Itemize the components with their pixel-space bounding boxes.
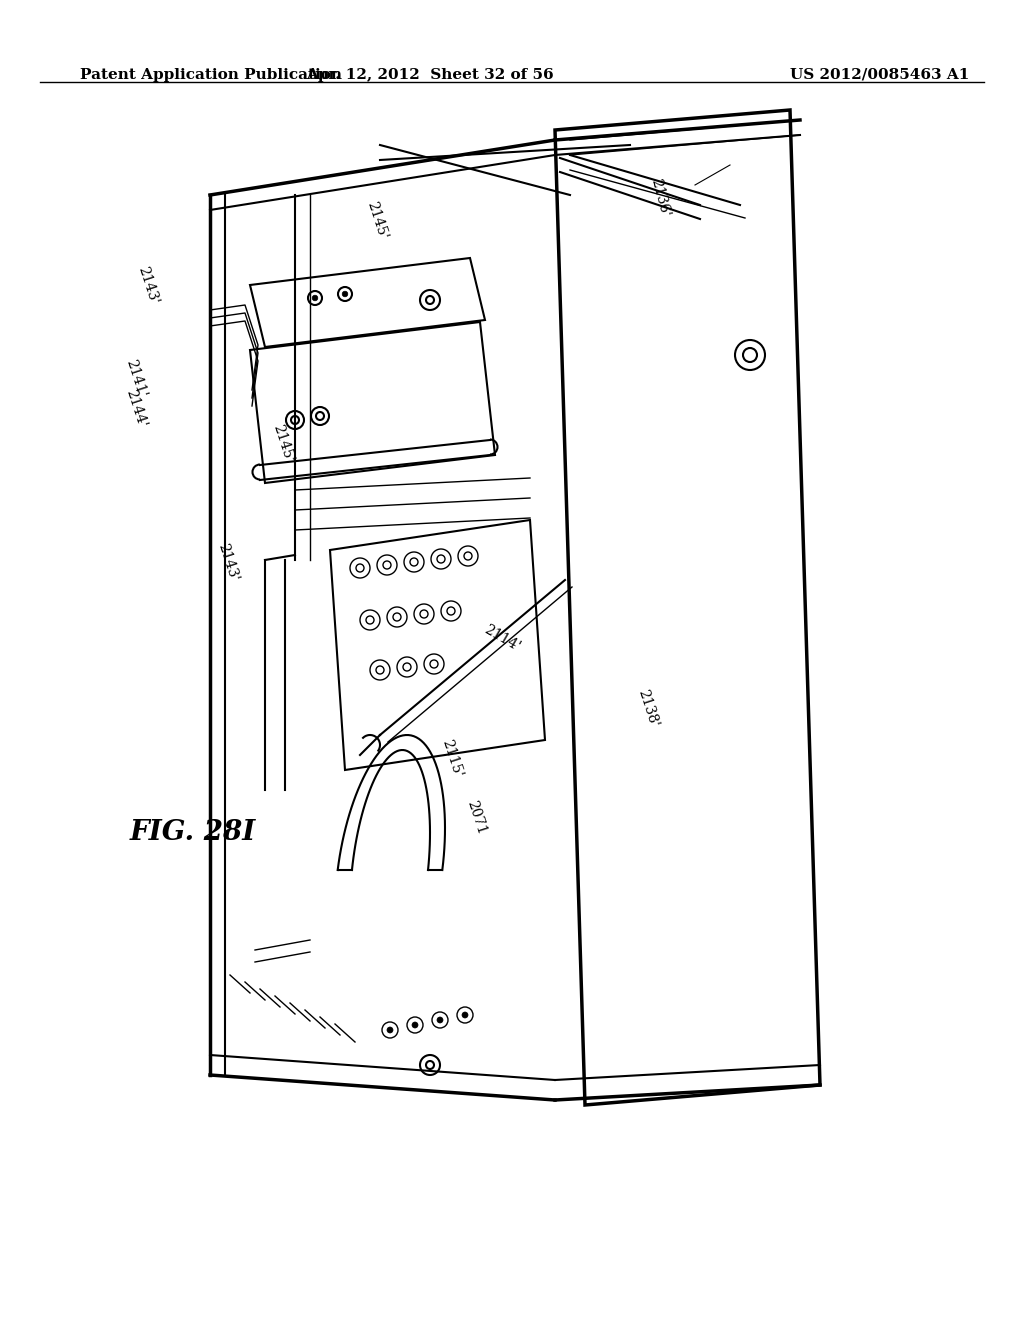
Text: 2071: 2071 (464, 799, 488, 837)
Text: 2115': 2115' (439, 738, 465, 779)
Text: US 2012/0085463 A1: US 2012/0085463 A1 (790, 69, 970, 82)
Text: 2145': 2145' (365, 199, 390, 240)
Circle shape (312, 296, 317, 301)
Text: Patent Application Publication: Patent Application Publication (80, 69, 342, 82)
Circle shape (342, 292, 348, 297)
Text: 2136': 2136' (648, 177, 672, 219)
Circle shape (462, 1012, 468, 1018)
Text: 2141': 2141' (123, 358, 148, 399)
Text: 2143': 2143' (135, 264, 161, 306)
Text: 2143': 2143' (215, 541, 241, 582)
Circle shape (412, 1022, 418, 1028)
Text: 2114': 2114' (481, 622, 522, 653)
Circle shape (437, 1016, 443, 1023)
Text: 2138': 2138' (635, 688, 660, 729)
Text: 2144': 2144' (123, 387, 148, 429)
Text: 2145': 2145' (270, 422, 296, 463)
Text: Apr. 12, 2012  Sheet 32 of 56: Apr. 12, 2012 Sheet 32 of 56 (306, 69, 554, 82)
Text: FIG. 28I: FIG. 28I (130, 818, 256, 846)
Circle shape (387, 1027, 393, 1034)
